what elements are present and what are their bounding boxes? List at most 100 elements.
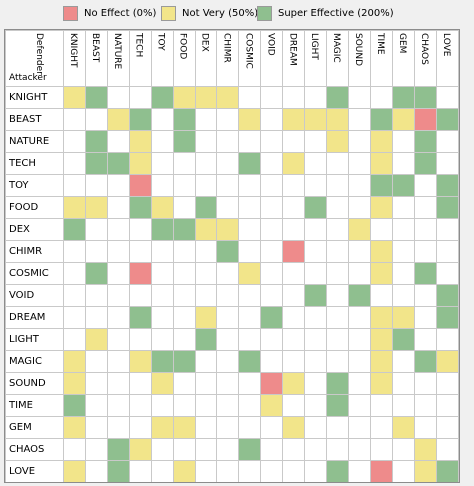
effect-cell[interactable] — [348, 262, 372, 285]
effect-cell[interactable] — [370, 460, 393, 482]
effect-cell[interactable] — [84, 372, 108, 395]
effect-cell[interactable] — [282, 416, 306, 439]
effect-cell[interactable] — [282, 284, 306, 307]
effect-cell[interactable] — [216, 284, 240, 307]
effect-cell[interactable] — [62, 218, 86, 241]
effect-cell[interactable] — [435, 86, 459, 109]
effect-cell[interactable] — [391, 108, 415, 131]
effect-cell[interactable] — [150, 174, 174, 197]
effect-cell[interactable] — [260, 130, 284, 153]
effect-cell[interactable] — [348, 372, 372, 395]
effect-cell[interactable] — [413, 196, 437, 219]
effect-cell[interactable] — [150, 86, 174, 109]
effect-cell[interactable] — [238, 284, 262, 307]
effect-cell[interactable] — [62, 438, 86, 461]
effect-cell[interactable] — [260, 306, 284, 329]
column-header-dream[interactable]: DREAM — [282, 30, 306, 87]
effect-cell[interactable] — [370, 416, 393, 439]
effect-cell[interactable] — [370, 218, 393, 241]
effect-cell[interactable] — [282, 460, 306, 482]
effect-cell[interactable] — [238, 460, 262, 482]
effect-cell[interactable] — [106, 196, 130, 219]
row-header-nature[interactable]: NATURE — [5, 130, 64, 153]
effect-cell[interactable] — [260, 152, 284, 175]
effect-cell[interactable] — [238, 350, 262, 373]
effect-cell[interactable] — [84, 438, 108, 461]
effect-cell[interactable] — [348, 240, 372, 263]
effect-cell[interactable] — [304, 130, 328, 153]
effect-cell[interactable] — [370, 284, 393, 307]
effect-cell[interactable] — [84, 130, 108, 153]
effect-cell[interactable] — [326, 218, 350, 241]
effect-cell[interactable] — [326, 328, 350, 351]
effect-cell[interactable] — [128, 152, 152, 175]
effect-cell[interactable] — [172, 152, 196, 175]
column-header-chimr[interactable]: CHIMR — [216, 30, 240, 87]
effect-cell[interactable] — [238, 86, 262, 109]
effect-cell[interactable] — [150, 218, 174, 241]
row-header-love[interactable]: LOVE — [5, 460, 64, 482]
effect-cell[interactable] — [326, 350, 350, 373]
effect-cell[interactable] — [238, 438, 262, 461]
row-header-gem[interactable]: GEM — [5, 416, 64, 439]
effect-cell[interactable] — [435, 218, 459, 241]
effect-cell[interactable] — [260, 218, 284, 241]
row-header-sound[interactable]: SOUND — [5, 372, 64, 395]
effect-cell[interactable] — [62, 416, 86, 439]
effect-cell[interactable] — [194, 130, 218, 153]
effect-cell[interactable] — [348, 86, 372, 109]
effect-cell[interactable] — [348, 174, 372, 197]
effect-cell[interactable] — [128, 196, 152, 219]
effect-cell[interactable] — [304, 240, 328, 263]
effect-cell[interactable] — [435, 438, 459, 461]
effect-cell[interactable] — [435, 108, 459, 131]
effect-cell[interactable] — [106, 284, 130, 307]
effect-cell[interactable] — [238, 196, 262, 219]
effect-cell[interactable] — [150, 108, 174, 131]
effect-cell[interactable] — [238, 394, 262, 417]
effect-cell[interactable] — [84, 416, 108, 439]
effect-cell[interactable] — [391, 394, 415, 417]
effect-cell[interactable] — [370, 240, 393, 263]
effect-cell[interactable] — [260, 284, 284, 307]
effect-cell[interactable] — [326, 438, 350, 461]
effect-cell[interactable] — [391, 306, 415, 329]
effect-cell[interactable] — [216, 394, 240, 417]
effect-cell[interactable] — [194, 174, 218, 197]
effect-cell[interactable] — [194, 460, 218, 482]
effect-cell[interactable] — [238, 152, 262, 175]
effect-cell[interactable] — [282, 350, 306, 373]
effect-cell[interactable] — [304, 86, 328, 109]
row-header-food[interactable]: FOOD — [5, 196, 64, 219]
effect-cell[interactable] — [391, 196, 415, 219]
effect-cell[interactable] — [413, 130, 437, 153]
effect-cell[interactable] — [391, 86, 415, 109]
effect-cell[interactable] — [370, 350, 393, 373]
effect-cell[interactable] — [435, 262, 459, 285]
effect-cell[interactable] — [172, 372, 196, 395]
effect-cell[interactable] — [84, 394, 108, 417]
row-header-chimr[interactable]: CHIMR — [5, 240, 64, 263]
effect-cell[interactable] — [282, 86, 306, 109]
effect-cell[interactable] — [128, 394, 152, 417]
effect-cell[interactable] — [348, 108, 372, 131]
effect-cell[interactable] — [194, 372, 218, 395]
effect-cell[interactable] — [172, 416, 196, 439]
effect-cell[interactable] — [128, 416, 152, 439]
effect-cell[interactable] — [128, 174, 152, 197]
effect-cell[interactable] — [435, 196, 459, 219]
effect-cell[interactable] — [435, 174, 459, 197]
effect-cell[interactable] — [194, 438, 218, 461]
effect-cell[interactable] — [106, 328, 130, 351]
effect-cell[interactable] — [391, 174, 415, 197]
effect-cell[interactable] — [84, 196, 108, 219]
effect-cell[interactable] — [216, 262, 240, 285]
effect-cell[interactable] — [304, 108, 328, 131]
effect-cell[interactable] — [391, 372, 415, 395]
effect-cell[interactable] — [391, 438, 415, 461]
effect-cell[interactable] — [326, 86, 350, 109]
effect-cell[interactable] — [106, 218, 130, 241]
effect-cell[interactable] — [391, 328, 415, 351]
effect-cell[interactable] — [106, 460, 130, 482]
effect-cell[interactable] — [150, 372, 174, 395]
